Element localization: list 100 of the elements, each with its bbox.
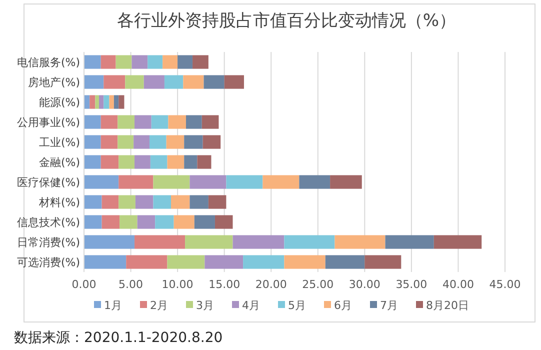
bar [194, 215, 215, 229]
bar [134, 235, 186, 249]
bar [192, 55, 208, 69]
bar [104, 75, 126, 89]
bar [104, 95, 110, 109]
bar [334, 235, 386, 249]
bar [84, 235, 135, 249]
bar [184, 155, 198, 169]
bar [168, 115, 186, 129]
chart-title: 各行业外资持股占市值百分比变动情况（%） [116, 11, 456, 31]
bar [120, 215, 138, 229]
bar [166, 135, 184, 149]
bar [118, 155, 135, 169]
bar [155, 215, 174, 229]
bar [208, 195, 226, 209]
bar [284, 255, 326, 269]
y-tick-label: 可选消费(%) [16, 256, 80, 269]
x-tick-label: 20.00 [255, 278, 287, 291]
bar [118, 135, 134, 149]
bar [100, 135, 118, 149]
bar [95, 95, 99, 109]
bar [84, 155, 101, 169]
bar [109, 95, 114, 109]
x-tick-label: 40.00 [442, 278, 474, 291]
bar [167, 155, 184, 169]
y-tick-label: 金融(%) [38, 156, 80, 169]
legend-label: 1月 [104, 299, 122, 312]
bar [243, 255, 284, 269]
bar [190, 175, 226, 189]
bar [162, 55, 178, 69]
bar [135, 195, 154, 209]
bar [149, 135, 166, 149]
legend-label: 4月 [242, 299, 260, 312]
bar [132, 55, 148, 69]
bar [84, 255, 126, 269]
bar [153, 195, 172, 209]
bar [385, 235, 434, 249]
x-tick-label: 10.00 [162, 278, 194, 291]
bar [118, 95, 124, 109]
bar [299, 175, 330, 189]
bar [126, 255, 168, 269]
y-tick-label: 公用事业(%) [16, 116, 80, 129]
bar [183, 75, 204, 89]
bar [148, 55, 163, 69]
bar [84, 175, 119, 189]
bar [232, 235, 284, 249]
bar [325, 255, 365, 269]
bar [185, 235, 233, 249]
bar [134, 155, 150, 169]
bar [204, 255, 244, 269]
bar [84, 115, 101, 129]
y-tick-label: 材料(%) [38, 196, 80, 209]
bar [102, 215, 120, 229]
y-tick-label: 房地产(%) [28, 76, 80, 89]
bar [100, 55, 116, 69]
y-tick-label: 信息技术(%) [16, 216, 80, 229]
bar [100, 115, 118, 129]
bar [125, 75, 144, 89]
bar [202, 115, 219, 129]
bar [153, 175, 190, 189]
bar [102, 195, 119, 209]
source-note: 数据来源：2020.1.1-2020.8.20 [14, 330, 223, 346]
y-tick-label: 医疗保健(%) [16, 176, 80, 189]
bar [98, 95, 104, 109]
bar [144, 75, 164, 89]
bar [197, 155, 212, 169]
bar [118, 115, 135, 129]
bar [84, 75, 104, 89]
x-tick-label: 35.00 [396, 278, 428, 291]
bar [84, 195, 102, 209]
bar [100, 155, 119, 169]
y-tick-label: 能源(%) [38, 96, 80, 109]
x-tick-label: 25.00 [302, 278, 334, 291]
bar [184, 135, 203, 149]
bar [114, 95, 119, 109]
bar [171, 195, 190, 209]
bar [284, 235, 335, 249]
x-tick-label: 30.00 [348, 278, 380, 291]
bar [174, 215, 194, 229]
bar [330, 175, 362, 189]
bar [167, 255, 205, 269]
bar [116, 55, 132, 69]
x-tick-label: 15.00 [208, 278, 240, 291]
bar [202, 135, 221, 149]
y-tick-label: 日常消费(%) [16, 236, 80, 249]
bar [434, 235, 482, 249]
legend-label: 3月 [196, 299, 214, 312]
legend-label: 8月20日 [426, 299, 469, 312]
bar [84, 95, 90, 109]
bar [178, 55, 193, 69]
legend-label: 5月 [288, 299, 306, 312]
x-tick-label: 5.00 [118, 278, 144, 291]
bar [214, 215, 233, 229]
legend-label: 7月 [380, 299, 398, 312]
bar [262, 175, 300, 189]
legend-label: 6月 [334, 299, 352, 312]
x-tick-label: 45.00 [489, 278, 521, 291]
bar [150, 155, 168, 169]
x-tick-label: 0.00 [72, 278, 96, 291]
bar [164, 75, 184, 89]
